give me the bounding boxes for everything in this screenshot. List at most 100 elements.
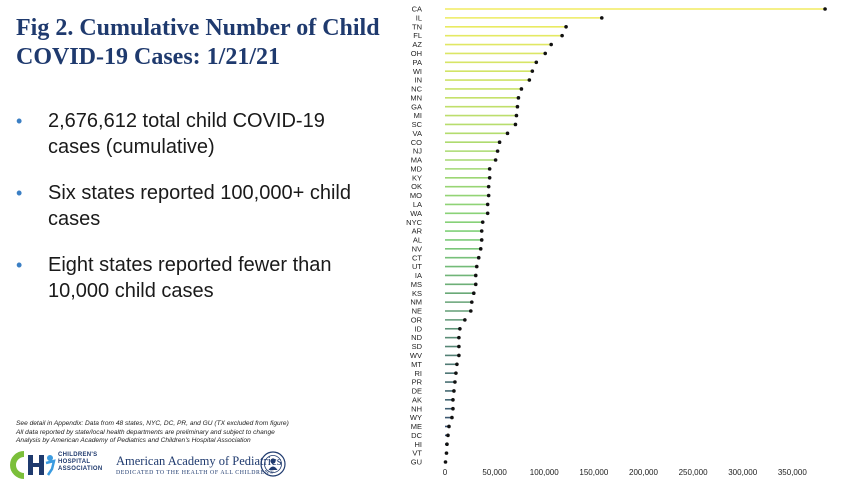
lollipop-point — [446, 433, 450, 438]
category-label: CA — [412, 5, 422, 14]
category-label: MO — [410, 191, 422, 200]
lollipop-point — [469, 309, 473, 313]
lollipop-point — [453, 380, 457, 384]
category-label: OH — [411, 49, 422, 58]
lollipop-point — [444, 451, 449, 455]
cha-logo-icon — [10, 451, 56, 479]
source-note-line: See detail in Appendix: Data from 48 sta… — [16, 420, 289, 427]
category-label: VA — [413, 129, 422, 138]
lollipop-point — [469, 300, 474, 304]
category-label: ND — [411, 333, 422, 342]
bullet-text: Eight states reported fewer than 10,000 … — [48, 254, 332, 302]
lollipop-point — [451, 398, 455, 402]
source-note: See detail in Appendix: Data from 48 sta… — [16, 420, 346, 446]
x-tick-label: 350,000 — [778, 468, 807, 477]
category-label: AK — [412, 395, 422, 404]
bullet-text: 2,676,612 total child COVID-19 cases (cu… — [48, 110, 325, 158]
category-label: TN — [412, 22, 422, 31]
lollipop-point — [457, 335, 461, 340]
aap-name: American Academy of Pediatrics — [116, 454, 282, 468]
figure-title: Fig 2. Cumulative Number of Child COVID-… — [16, 15, 380, 70]
lollipop-point — [476, 255, 481, 260]
category-label: MD — [410, 164, 422, 173]
category-label: NM — [410, 298, 422, 307]
lollipop-point — [480, 220, 485, 224]
lollipop-point — [487, 175, 492, 180]
lollipop-point — [478, 247, 483, 251]
category-label: KY — [412, 173, 422, 182]
lollipop-point — [486, 193, 491, 198]
category-label: GA — [411, 102, 422, 111]
lollipop-point — [479, 238, 484, 242]
category-label: HI — [415, 440, 423, 449]
lollipop-point — [530, 69, 535, 73]
category-label: WV — [410, 351, 422, 360]
lollipop-point — [445, 442, 449, 447]
category-label: DC — [411, 431, 422, 440]
category-label: OK — [411, 182, 422, 191]
category-label: ID — [415, 324, 423, 333]
bullet-icon: • — [16, 111, 23, 131]
category-label: CT — [412, 253, 422, 262]
category-label: NYC — [406, 218, 422, 227]
cha-wordmark: CHILDREN'S HOSPITAL ASSOCIATION — [58, 452, 103, 473]
aap-seal-icon — [260, 451, 286, 477]
lollipop-point — [543, 51, 548, 56]
category-label: KS — [412, 289, 422, 298]
lollipop-point — [495, 149, 500, 153]
lollipop-point — [519, 87, 524, 91]
x-tick-label: 200,000 — [629, 468, 658, 477]
lollipop-point — [527, 78, 532, 82]
category-label: OR — [411, 315, 423, 324]
category-label: VT — [412, 449, 422, 458]
x-tick-label: 300,000 — [728, 468, 757, 477]
bullet-text: Six states reported 100,000+ child cases — [48, 182, 351, 230]
lollipop-point — [823, 7, 827, 11]
category-label: DE — [412, 387, 422, 396]
lollipop-point — [534, 60, 539, 65]
lollipop-point — [560, 33, 564, 38]
lollipop-point — [450, 415, 454, 420]
category-label: NJ — [413, 147, 422, 156]
lollipop-point — [473, 282, 478, 287]
category-label: NV — [412, 244, 422, 253]
x-tick-label: 0 — [443, 468, 448, 477]
lollipop-point — [454, 371, 458, 375]
category-label: PA — [413, 58, 422, 67]
cha-line: HOSPITAL — [58, 459, 91, 465]
source-note-line: All data reported by state/local health … — [16, 428, 275, 436]
lollipop-point — [474, 264, 479, 269]
lollipop-point — [471, 291, 476, 296]
category-label: MT — [411, 360, 422, 369]
lollipop-point — [457, 353, 461, 358]
category-label: IL — [416, 13, 422, 22]
source-note-line: Analysis by American Academy of Pediatri… — [16, 437, 251, 445]
aap-tagline: DEDICATED TO THE HEALTH OF ALL CHILDREN® — [116, 470, 275, 476]
category-label: IN — [415, 76, 423, 85]
category-label: AR — [412, 227, 423, 236]
category-label: SC — [412, 120, 423, 129]
category-label: RI — [415, 369, 423, 378]
category-label: WA — [410, 209, 422, 218]
bullet-item: • Eight states reported fewer than 10,000… — [16, 252, 376, 304]
lollipop-point — [514, 113, 519, 118]
category-label: WI — [413, 67, 422, 76]
lollipop-point — [515, 104, 520, 109]
lollipop-point — [493, 158, 498, 162]
bullet-list: • 2,676,612 total child COVID-19 cases (c… — [16, 108, 376, 324]
category-label: MN — [410, 93, 422, 102]
lollipop-point — [451, 406, 455, 411]
category-label: CO — [411, 138, 422, 147]
lollipop-point — [443, 460, 448, 464]
category-label: AZ — [412, 40, 422, 49]
lollipop-point — [564, 24, 568, 29]
x-tick-label: 250,000 — [679, 468, 708, 477]
category-label: GU — [411, 458, 422, 467]
category-label: FL — [413, 31, 422, 40]
category-label: NC — [411, 85, 422, 94]
cha-line: CHILDREN'S — [58, 452, 98, 458]
x-tick-label: 50,000 — [482, 468, 507, 477]
lollipop-point — [452, 389, 456, 393]
category-label: ME — [411, 422, 422, 431]
